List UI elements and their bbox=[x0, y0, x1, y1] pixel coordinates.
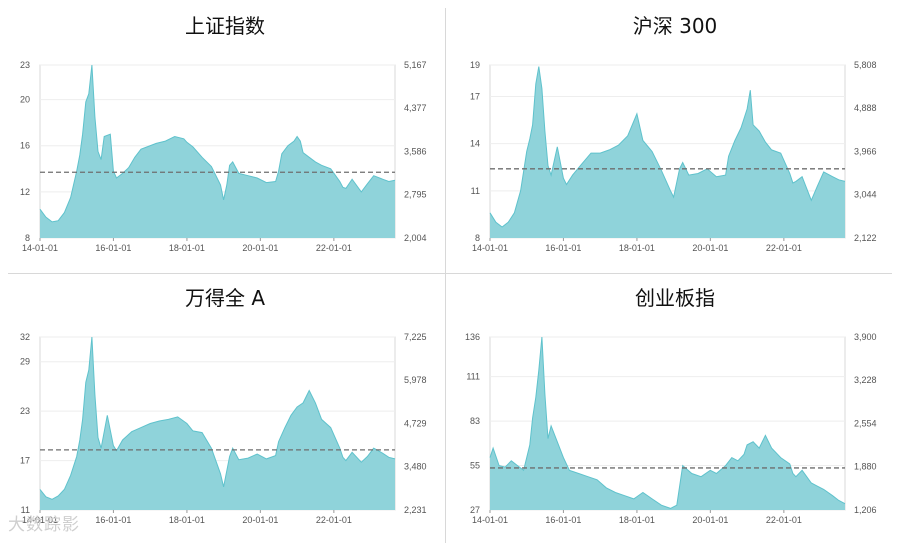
vertical-divider bbox=[445, 8, 446, 543]
y-tick-label: 12 bbox=[20, 187, 30, 197]
x-tick-label: 20-01-01 bbox=[242, 515, 278, 525]
series-line bbox=[489, 66, 846, 228]
y-tick-label: 23 bbox=[20, 406, 30, 416]
y-right-tick-label: 5,167 bbox=[404, 60, 427, 70]
x-tick-label: 18-01-01 bbox=[169, 515, 205, 525]
chart-plot: 8 12 16 20 23 2,004 2,795 3,586 4,377 5,167 14-01-… bbox=[20, 60, 427, 253]
y-right-tick-label: 2,231 bbox=[404, 505, 427, 515]
y-tick-label: 16 bbox=[20, 141, 30, 151]
y-tick-label: 136 bbox=[465, 332, 480, 342]
chart-panel-sse: 上证指数 8 12 16 20 23 2,004 2,795 3,586 4,377 5,167 1… bbox=[0, 0, 450, 271]
chart-title: 上证指数 bbox=[185, 14, 265, 38]
x-tick-label: 22-01-01 bbox=[766, 243, 802, 253]
x-tick-label: 14-01-01 bbox=[472, 515, 508, 525]
y-right-tick-label: 5,808 bbox=[854, 60, 877, 70]
chart-title: 万得全 A bbox=[184, 286, 266, 310]
x-tick-label: 14-01-01 bbox=[472, 243, 508, 253]
area-series bbox=[40, 337, 395, 510]
x-tick-label: 18-01-01 bbox=[619, 515, 655, 525]
area-series bbox=[40, 65, 395, 238]
y-right-tick-label: 3,480 bbox=[404, 462, 427, 472]
area-series bbox=[490, 66, 845, 238]
y-right-tick-label: 2,004 bbox=[404, 233, 427, 243]
series-line bbox=[489, 336, 846, 509]
x-tick-label: 20-01-01 bbox=[692, 243, 728, 253]
x-tick-label: 20-01-01 bbox=[692, 515, 728, 525]
x-tick-label: 20-01-01 bbox=[242, 243, 278, 253]
chart-plot: 27 55 83 111 136 1,206 1,880 2,554 3,228 3,900 14-… bbox=[465, 332, 877, 525]
chart-plot: 8 11 14 17 19 2,122 3,044 3,966 4,888 5,808 14-01-… bbox=[470, 60, 877, 253]
chart-title: 创业板指 bbox=[635, 286, 715, 310]
y-right-tick-label: 4,729 bbox=[404, 418, 427, 428]
y-tick-label: 111 bbox=[466, 372, 480, 382]
y-tick-label: 23 bbox=[20, 60, 30, 70]
y-tick-label: 83 bbox=[470, 416, 480, 426]
y-right-tick-label: 2,554 bbox=[854, 418, 877, 428]
chart-panel-wind-all-a: 万得全 A 11 17 23 29 32 2,231 3,480 4,729 5,978 7,22… bbox=[0, 272, 450, 543]
y-tick-label: 8 bbox=[475, 233, 480, 243]
x-tick-label: 22-01-01 bbox=[766, 515, 802, 525]
chart-plot: 11 17 23 29 32 2,231 3,480 4,729 5,978 7,225 14-01… bbox=[20, 332, 427, 525]
y-tick-label: 11 bbox=[471, 186, 480, 196]
y-tick-label: 20 bbox=[20, 95, 30, 105]
y-right-tick-label: 3,900 bbox=[854, 332, 877, 342]
x-tick-label: 16-01-01 bbox=[545, 515, 581, 525]
chart-panel-chinext: 创业板指 27 55 83 111 136 1,206 1,880 2,554 3,228 3,9… bbox=[450, 272, 900, 543]
y-tick-label: 32 bbox=[20, 332, 30, 342]
chart-title: 沪深 300 bbox=[632, 14, 718, 38]
y-right-tick-label: 1,880 bbox=[854, 462, 877, 472]
chart-panel-csi300: 沪深 300 8 11 14 17 19 2,122 3,044 3,966 4,888 5,80… bbox=[450, 0, 900, 271]
x-tick-label: 14-01-01 bbox=[22, 243, 58, 253]
y-tick-label: 55 bbox=[470, 461, 480, 471]
y-right-tick-label: 2,795 bbox=[404, 190, 427, 200]
y-tick-label: 8 bbox=[25, 233, 30, 243]
x-tick-label: 16-01-01 bbox=[95, 243, 131, 253]
y-tick-label: 27 bbox=[470, 505, 480, 515]
y-right-tick-label: 2,122 bbox=[854, 233, 877, 243]
y-right-tick-label: 7,225 bbox=[404, 332, 427, 342]
y-right-tick-label: 3,044 bbox=[854, 190, 877, 200]
y-right-tick-label: 3,228 bbox=[854, 375, 877, 385]
y-tick-label: 11 bbox=[21, 505, 30, 515]
x-tick-label: 16-01-01 bbox=[545, 243, 581, 253]
y-right-tick-label: 1,206 bbox=[854, 505, 877, 515]
y-right-tick-label: 4,377 bbox=[404, 103, 427, 113]
x-tick-label: 14-01-01 bbox=[22, 515, 58, 525]
y-tick-label: 14 bbox=[470, 139, 480, 149]
y-right-tick-label: 3,586 bbox=[404, 146, 427, 156]
area-series bbox=[490, 337, 845, 510]
horizontal-divider bbox=[8, 273, 892, 274]
x-tick-label: 16-01-01 bbox=[95, 515, 131, 525]
y-tick-label: 29 bbox=[20, 357, 30, 367]
x-tick-label: 22-01-01 bbox=[316, 243, 352, 253]
y-right-tick-label: 5,978 bbox=[404, 375, 427, 385]
y-right-tick-label: 3,966 bbox=[854, 146, 877, 156]
y-right-tick-label: 4,888 bbox=[854, 103, 877, 113]
y-tick-label: 19 bbox=[470, 60, 480, 70]
y-tick-label: 17 bbox=[20, 456, 30, 466]
x-tick-label: 18-01-01 bbox=[619, 243, 655, 253]
watermark: 大数踪影 bbox=[8, 515, 80, 535]
x-tick-label: 22-01-01 bbox=[316, 515, 352, 525]
series-line bbox=[39, 64, 396, 223]
x-tick-label: 18-01-01 bbox=[169, 243, 205, 253]
y-tick-label: 17 bbox=[470, 91, 480, 101]
series-line bbox=[39, 336, 396, 500]
